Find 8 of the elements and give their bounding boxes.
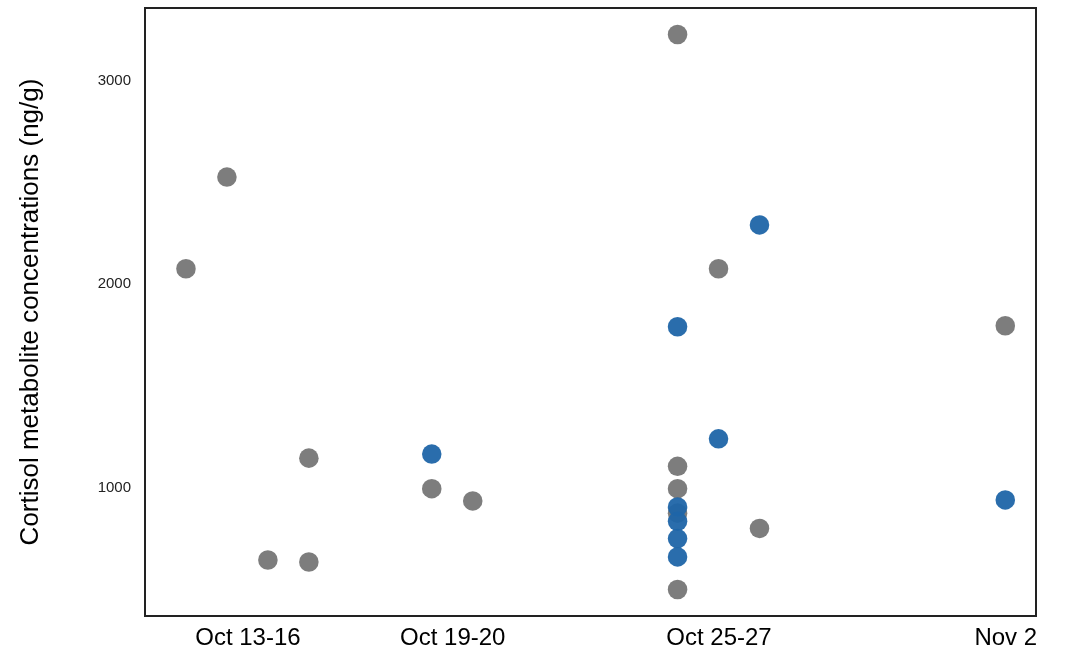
y-tick-label: 1000 bbox=[97, 477, 131, 495]
x-tick-label: Oct 13-16 bbox=[195, 623, 301, 651]
x-tick-label: Nov 2 bbox=[974, 623, 1038, 651]
y-tick-label: 2000 bbox=[97, 274, 131, 292]
y-tick-label: 3000 bbox=[97, 70, 131, 88]
x-tick-label: Oct 19-20 bbox=[400, 623, 506, 651]
y-axis-title: Cortisol metabolite concentrations (ng/g) bbox=[14, 78, 44, 546]
x-tick-label: Oct 25-27 bbox=[666, 623, 772, 651]
